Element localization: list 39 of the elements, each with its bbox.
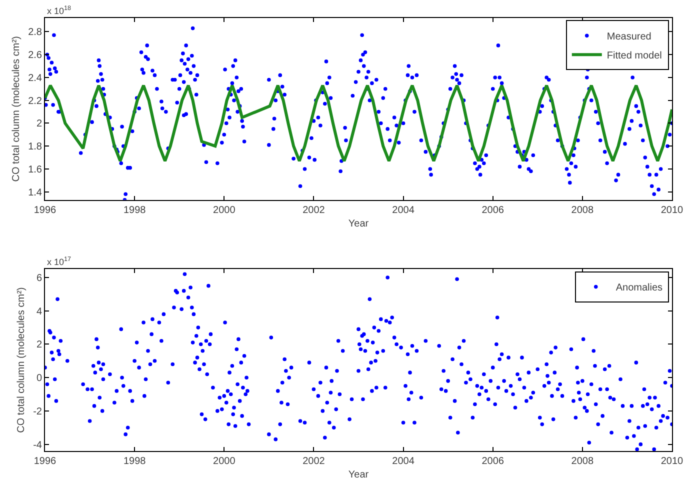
y-tick-label: 6 bbox=[36, 272, 42, 284]
y-tick-label: 0 bbox=[36, 373, 42, 384]
x-tick-label: 2004 bbox=[392, 204, 415, 216]
x-tick-label: 2000 bbox=[213, 204, 236, 216]
legend-label: Fitted model bbox=[606, 50, 662, 62]
y-tick-label: 2.2 bbox=[28, 96, 42, 107]
y-axis-title: CO total column (molecules cm²) bbox=[16, 287, 28, 433]
y-tick-label: 2.6 bbox=[28, 50, 42, 62]
y-axis-title: CO total column (molecules cm²) bbox=[11, 36, 22, 182]
x-tick-label: 2006 bbox=[482, 456, 504, 467]
x-tick-label: 2008 bbox=[571, 204, 594, 216]
y-tick-label: 2.8 bbox=[28, 27, 42, 38]
x-tick-label: 1998 bbox=[123, 456, 146, 467]
y-tick-label: -2 bbox=[33, 406, 42, 418]
x-tick-label: 2010 bbox=[660, 204, 684, 216]
y-tick-label: 1.8 bbox=[28, 142, 42, 153]
y-tick-label: 4 bbox=[36, 306, 42, 318]
x-tick-label: 1998 bbox=[123, 204, 146, 216]
x-tick-label: 2008 bbox=[571, 456, 594, 467]
text: x 10$^{18}$ bbox=[47, 5, 72, 16]
x-tick-label: 2004 bbox=[392, 456, 415, 467]
x-axis-title: Year bbox=[348, 470, 370, 480]
x-tick-label: 1996 bbox=[34, 456, 57, 467]
y-tick-label: 1.6 bbox=[28, 164, 42, 176]
x-tick-label: 1996 bbox=[34, 204, 57, 216]
y-tick-label: -4 bbox=[33, 440, 42, 451]
text: x 10$^{17}$ bbox=[47, 256, 72, 267]
x-axis-title: Year bbox=[348, 218, 370, 230]
x-tick-label: 2002 bbox=[302, 204, 326, 216]
y-tick-label: 1.4 bbox=[28, 187, 42, 198]
y-tick-label: 2 bbox=[36, 118, 42, 130]
y-tick-label: 2 bbox=[36, 340, 42, 351]
x-tick-label: 2010 bbox=[660, 456, 684, 467]
legend-label: Measured bbox=[606, 32, 652, 43]
x-tick-label: 2000 bbox=[213, 456, 236, 467]
legend-label: Anomalies bbox=[616, 282, 663, 294]
x-tick-label: 2002 bbox=[302, 456, 326, 467]
x-tick-label: 2006 bbox=[482, 204, 504, 216]
y-tick-label: 2.4 bbox=[28, 72, 42, 84]
